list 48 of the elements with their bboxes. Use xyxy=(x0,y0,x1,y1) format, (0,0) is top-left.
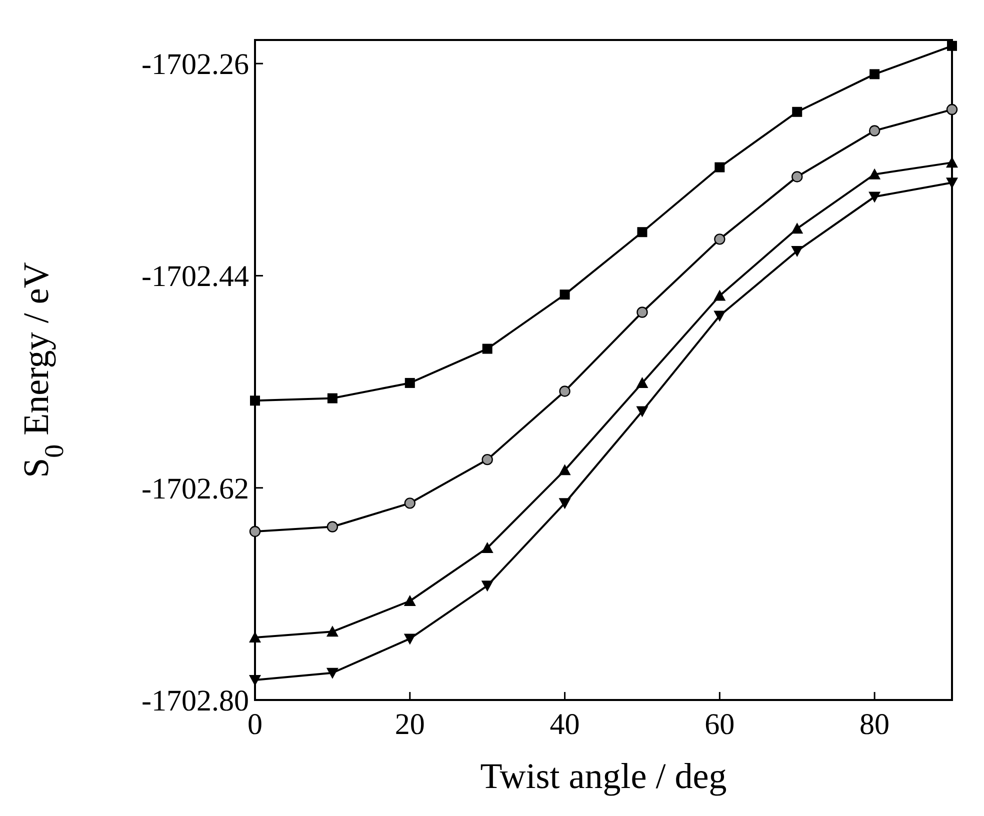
point xyxy=(404,498,416,509)
point xyxy=(714,310,726,322)
y-tick-label: -1702.44 xyxy=(142,260,249,294)
point xyxy=(558,464,571,476)
x-tick-label: 0 xyxy=(248,708,262,741)
x-tick-label: 40 xyxy=(550,708,580,741)
point xyxy=(404,634,416,645)
point xyxy=(637,227,648,238)
point xyxy=(947,40,957,51)
point xyxy=(792,106,802,117)
point xyxy=(636,406,648,418)
x-tick-label: 80 xyxy=(860,708,890,741)
point xyxy=(868,125,880,136)
point xyxy=(559,386,570,397)
point xyxy=(250,396,260,406)
point xyxy=(404,378,415,388)
point xyxy=(868,168,881,180)
point xyxy=(714,290,726,301)
point xyxy=(481,542,494,553)
y-tick-label: -1702.80 xyxy=(142,684,249,718)
y-tick-label: -1702.26 xyxy=(142,48,249,82)
point xyxy=(326,626,338,637)
point xyxy=(482,454,493,466)
point xyxy=(714,234,726,245)
point xyxy=(714,162,725,172)
point xyxy=(791,222,804,234)
point xyxy=(482,344,492,354)
point xyxy=(249,674,261,686)
x-tick-label: 60 xyxy=(704,708,735,741)
y-tick-label: -1702.62 xyxy=(142,472,249,506)
point xyxy=(868,192,881,203)
point xyxy=(327,393,338,404)
point xyxy=(791,246,804,257)
x-tick-label: 20 xyxy=(394,708,425,741)
point xyxy=(560,290,570,300)
point xyxy=(249,526,261,538)
point xyxy=(326,521,338,532)
point xyxy=(636,376,648,388)
point xyxy=(481,580,494,592)
point xyxy=(404,595,416,606)
point xyxy=(792,171,803,182)
point xyxy=(558,498,571,510)
x-axis-title: Twist angle / deg xyxy=(480,756,727,796)
point xyxy=(870,69,880,80)
point xyxy=(636,306,648,318)
point xyxy=(249,632,261,643)
point xyxy=(326,668,338,679)
point xyxy=(946,104,958,116)
